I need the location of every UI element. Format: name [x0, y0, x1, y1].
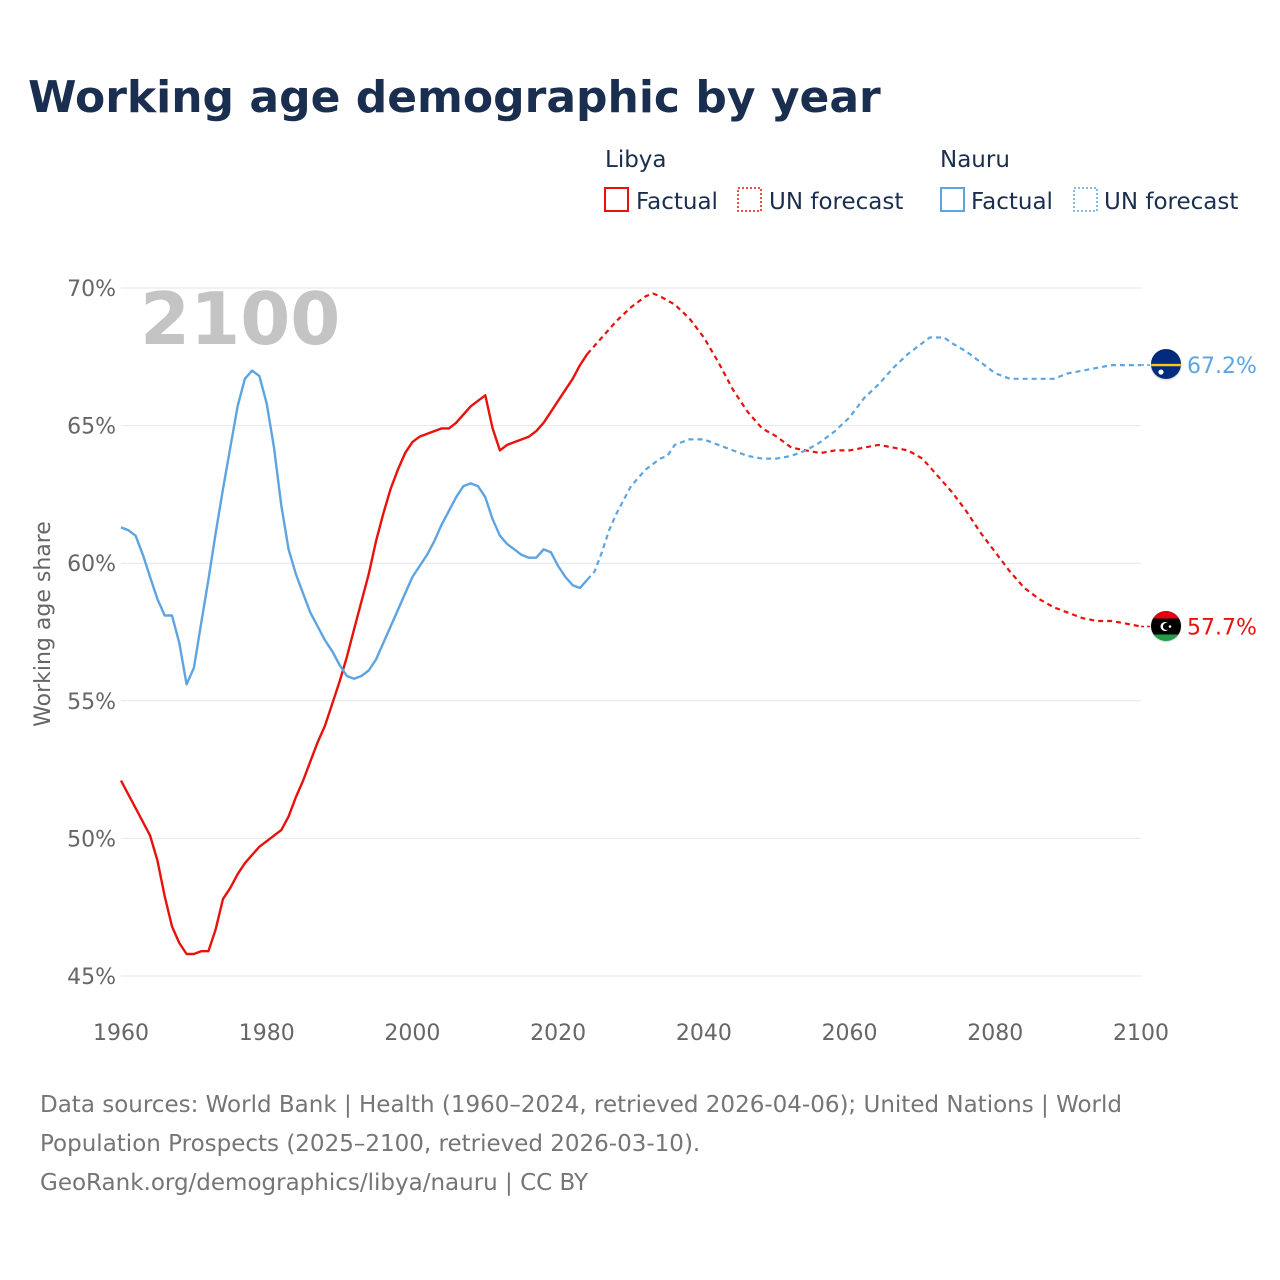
legend-label-nauru-forecast[interactable]: UN forecast [1104, 189, 1238, 215]
end-value-label-libya: 57.7% [1187, 615, 1257, 640]
chart: Working age demographic by year Libya Fa… [28, 72, 1257, 1046]
end-value-label-nauru: 67.2% [1187, 354, 1257, 379]
legend-swatch-libya-forecast[interactable] [737, 187, 762, 212]
legend-label-libya-factual[interactable]: Factual [636, 189, 718, 215]
series-line-libya-forecast[interactable] [586, 292, 1142, 628]
chart-title: Working age demographic by year [28, 72, 881, 123]
y-tick-label: 45% [67, 965, 116, 990]
footer-sources-line-1: Data sources: World Bank | Health (1960–… [40, 1092, 1122, 1118]
y-tick-label: 50% [67, 827, 116, 852]
x-tick-label: 2100 [1113, 1021, 1169, 1046]
end-markers: 57.7% 67.2% [1141, 349, 1257, 642]
legend-swatch-nauru-forecast[interactable] [1073, 187, 1098, 212]
legend-label-libya-forecast[interactable]: UN forecast [769, 189, 903, 215]
footer: Data sources: World Bank | Health (1960–… [40, 1086, 1240, 1203]
legend-swatch-nauru-factual[interactable] [940, 187, 965, 212]
footer-sources-line-2: Population Prospects (2025–2100, retriev… [40, 1131, 701, 1157]
x-tick-label: 2000 [384, 1021, 440, 1046]
x-tick-label: 2040 [676, 1021, 732, 1046]
legend-swatch-libya-factual[interactable] [604, 187, 629, 212]
series-line-nauru-forecast[interactable] [586, 336, 1141, 581]
series-line-nauru-factual[interactable] [120, 369, 589, 686]
legend: Libya Factual UN forecast Nauru Factual … [604, 147, 1238, 215]
y-tick-label: 55% [67, 690, 116, 715]
libya-flag-ring [1150, 610, 1182, 642]
nauru-flag-ring [1150, 349, 1182, 381]
legend-group-nauru: Nauru [940, 147, 1010, 173]
y-tick-label: 60% [67, 552, 116, 577]
y-axis-label: Working age share [31, 521, 56, 727]
x-ticks: 1960 1980 2000 2020 2040 2060 2080 2100 [93, 1021, 1169, 1046]
footer-attribution[interactable]: GeoRank.org/demographics/libya/nauru | C… [40, 1170, 589, 1196]
y-tick-label: 65% [67, 415, 116, 440]
legend-label-nauru-factual[interactable]: Factual [971, 189, 1053, 215]
y-tick-label: 70% [67, 277, 116, 302]
y-ticks: 45% 50% 55% 60% 65% 70% [67, 277, 116, 990]
series-lines [119, 292, 1142, 956]
year-watermark: 2100 [140, 277, 340, 361]
x-tick-label: 2020 [530, 1021, 586, 1046]
legend-group-libya: Libya [605, 147, 667, 173]
series-line-libya-factual[interactable] [119, 353, 589, 956]
x-tick-label: 1960 [93, 1021, 149, 1046]
gridlines [121, 287, 1141, 977]
x-tick-label: 2060 [822, 1021, 878, 1046]
nauru-flag-icon [1151, 349, 1181, 379]
libya-flag-icon [1151, 611, 1181, 641]
x-tick-label: 2080 [967, 1021, 1023, 1046]
x-tick-label: 1980 [239, 1021, 295, 1046]
